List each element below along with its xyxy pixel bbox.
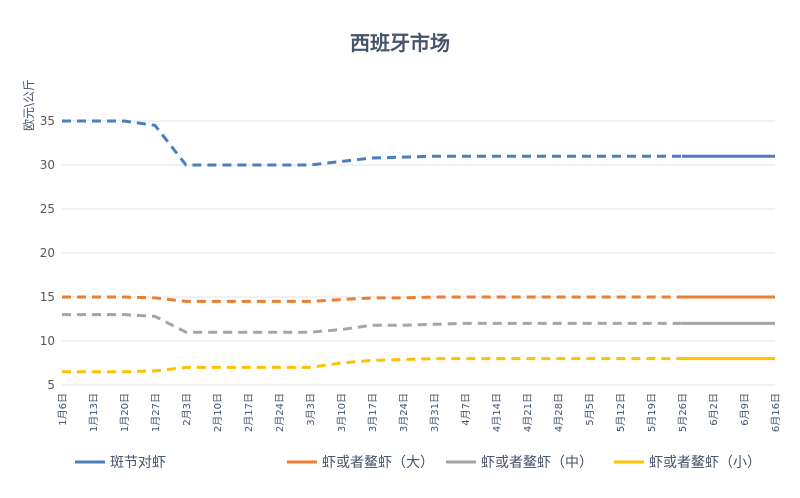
legend-label: 斑节对虾 [110,455,166,471]
x-tick-label: 1月27日 [150,393,162,432]
x-tick-label: 6月2日 [708,393,720,426]
x-tick-label: 2月17日 [243,393,255,432]
series-line-dashed-1 [62,295,682,303]
y-tick-label: 30 [40,158,55,172]
y-tick-label: 5 [47,378,55,392]
x-tick-label: 1月6日 [57,393,69,426]
y-tick-label: 10 [40,334,55,348]
series-line-dashed-2 [62,313,682,334]
x-tick-label: 1月20日 [119,393,131,432]
x-tick-label: 5月12日 [615,393,627,432]
x-tick-label: 5月26日 [677,393,689,432]
series-line-dashed-3 [62,357,682,374]
x-tick-label: 3月31日 [429,393,441,432]
gridlines [62,120,775,386]
legend-label: 虾或者鳌虾（中） [481,454,593,471]
x-tick-labels: 1月6日 1月13日 1月20日 1月27日 2月3日 2月10日 2月17日 2月24日 3月… [57,393,782,432]
x-tick-label: 5月5日 [584,393,596,426]
y-tick-labels: 5 10 15 20 25 30 35 [40,114,55,392]
x-tick-label: 1月13日 [88,393,100,432]
x-tick-label: 2月3日 [181,393,193,426]
series-line-dashed-0 [62,119,682,167]
x-tick-label: 3月3日 [305,393,317,426]
y-axis-label: 欧元\公斤 [22,79,36,131]
x-tick-label: 4月28日 [553,393,565,432]
x-tick-label: 3月17日 [367,393,379,432]
x-tick-label: 4月14日 [491,393,503,432]
legend-label: 虾或者鳌虾（大） [322,454,434,471]
y-tick-label: 15 [40,290,55,304]
legend: 斑节对虾 虾或者鳌虾（大） 虾或者鳌虾（中） 虾或者鳌虾（小） [75,454,761,471]
x-tick-label: 2月24日 [274,393,286,432]
x-tick-label: 5月19日 [646,393,658,432]
y-tick-label: 25 [40,202,55,216]
chart-title: 西班牙市场 [350,31,450,55]
y-tick-label: 20 [40,246,55,260]
legend-label: 虾或者鳌虾（小） [649,454,761,471]
x-tick-label: 2月10日 [212,393,224,432]
x-tick-label: 3月10日 [336,393,348,432]
x-tick-label: 4月21日 [522,393,534,432]
x-tick-label: 3月24日 [398,393,410,432]
x-tick-label: 6月16日 [770,393,782,432]
x-tick-label: 6月9日 [739,393,751,426]
x-tick-label: 4月7日 [460,393,472,426]
series-lines [62,119,775,374]
y-tick-label: 35 [40,114,55,128]
